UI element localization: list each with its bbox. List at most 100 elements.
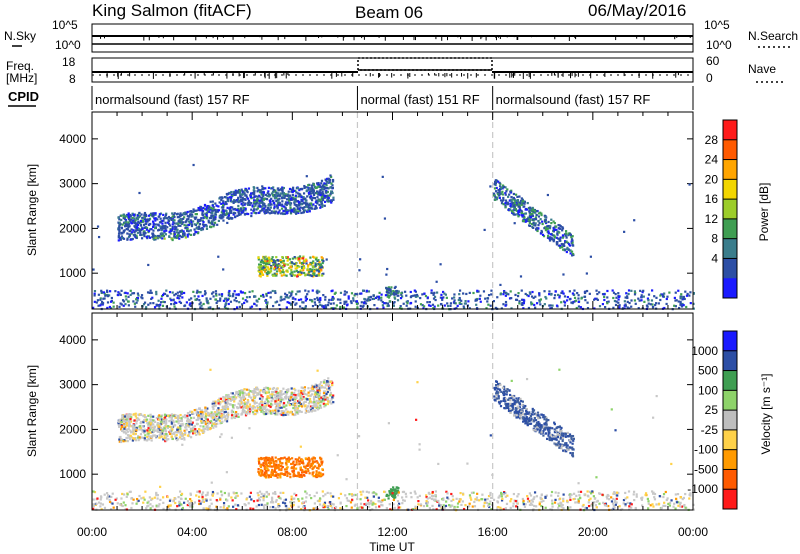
- range-cell: [219, 402, 222, 405]
- range-cell: [228, 396, 231, 399]
- range-cell: [264, 401, 267, 405]
- range-cell: [315, 384, 319, 387]
- range-cell: [305, 393, 308, 396]
- range-cell: [310, 270, 313, 273]
- range-cell: [172, 419, 175, 422]
- range-cell: [264, 299, 267, 302]
- nsky-noise-marks: [96, 35, 691, 41]
- range-cell: [553, 297, 556, 300]
- range-cell: [310, 202, 313, 205]
- range-cell: [226, 402, 230, 405]
- range-cell: [239, 213, 242, 216]
- range-cell: [227, 291, 230, 294]
- range-cell: [134, 415, 137, 418]
- range-cell: [304, 258, 308, 261]
- range-cell: [429, 304, 432, 307]
- range-cell: [304, 295, 308, 298]
- range-cell: [421, 304, 424, 307]
- range-cell: [169, 229, 172, 232]
- range-cell: [302, 395, 305, 399]
- range-cell: [169, 297, 172, 300]
- range-cell: [218, 299, 222, 302]
- range-cell: [568, 298, 571, 301]
- range-cell: [144, 232, 147, 235]
- range-cell: [159, 430, 162, 434]
- range-cell: [124, 295, 127, 298]
- range-cell: [280, 203, 284, 206]
- range-cell: [177, 416, 180, 419]
- range-cell: [281, 261, 284, 264]
- range-cell: [292, 186, 295, 189]
- range-cell: [237, 210, 240, 214]
- range-cell: [537, 215, 541, 218]
- range-cell: [324, 295, 327, 299]
- range-cell: [274, 402, 277, 405]
- range-cell: [165, 229, 168, 232]
- range-cell: [618, 306, 621, 309]
- range-cell: [528, 218, 531, 221]
- range-cell: [131, 430, 134, 434]
- range-cell: [261, 293, 265, 297]
- range-cell: [291, 273, 295, 276]
- range-cell: [290, 209, 293, 212]
- range-cell: [274, 212, 277, 215]
- range-cell: [243, 198, 246, 201]
- range-cell: [132, 437, 135, 440]
- range-cell: [180, 419, 183, 422]
- range-cell: [176, 296, 179, 300]
- range-cell: [315, 470, 318, 473]
- range-cell: [321, 187, 324, 190]
- range-cell: [285, 412, 288, 415]
- range-cell: [284, 194, 287, 197]
- range-cell: [138, 191, 141, 195]
- y-tick-label: 4000: [59, 333, 86, 347]
- range-cell: [288, 258, 292, 261]
- range-cell: [419, 303, 423, 306]
- range-cell: [517, 205, 520, 208]
- range-cell: [237, 293, 240, 296]
- range-cell: [136, 228, 139, 232]
- range-cell: [261, 207, 264, 211]
- range-cell: [183, 212, 186, 215]
- range-cell: [265, 386, 268, 389]
- range-cell: [127, 417, 131, 420]
- range-cell: [291, 413, 294, 416]
- range-cell: [261, 196, 264, 200]
- range-cell: [141, 297, 144, 300]
- range-cell: [260, 473, 263, 476]
- range-cell: [310, 299, 313, 302]
- range-cell: [556, 233, 559, 236]
- range-cell: [155, 290, 158, 294]
- range-cell: [163, 231, 166, 234]
- range-cell: [140, 213, 143, 216]
- range-cell: [310, 274, 313, 278]
- range-cell: [185, 428, 188, 431]
- range-cell: [262, 295, 265, 298]
- range-cell: [251, 411, 255, 414]
- range-cell: [231, 217, 234, 220]
- range-cell: [313, 385, 316, 388]
- range-cell: [221, 405, 224, 408]
- range-cell: [217, 408, 220, 411]
- range-cell: [287, 396, 290, 399]
- range-cell: [183, 304, 187, 307]
- range-cell: [472, 291, 475, 295]
- range-cell: [258, 397, 262, 400]
- range-cell: [127, 434, 130, 437]
- range-cell: [502, 196, 505, 200]
- range-cell: [310, 206, 313, 209]
- range-cell: [93, 292, 96, 295]
- range-cell: [198, 303, 201, 306]
- range-cell: [601, 303, 605, 306]
- range-cell: [220, 415, 223, 418]
- range-cell: [150, 214, 153, 217]
- range-cell: [198, 209, 202, 212]
- range-cell: [476, 289, 479, 292]
- range-cell: [210, 206, 213, 210]
- range-cell: [381, 175, 384, 178]
- range-cell: [322, 392, 326, 395]
- range-cell: [460, 299, 463, 302]
- range-cell: [124, 291, 127, 294]
- range-cell: [187, 215, 191, 218]
- range-cell: [298, 399, 301, 402]
